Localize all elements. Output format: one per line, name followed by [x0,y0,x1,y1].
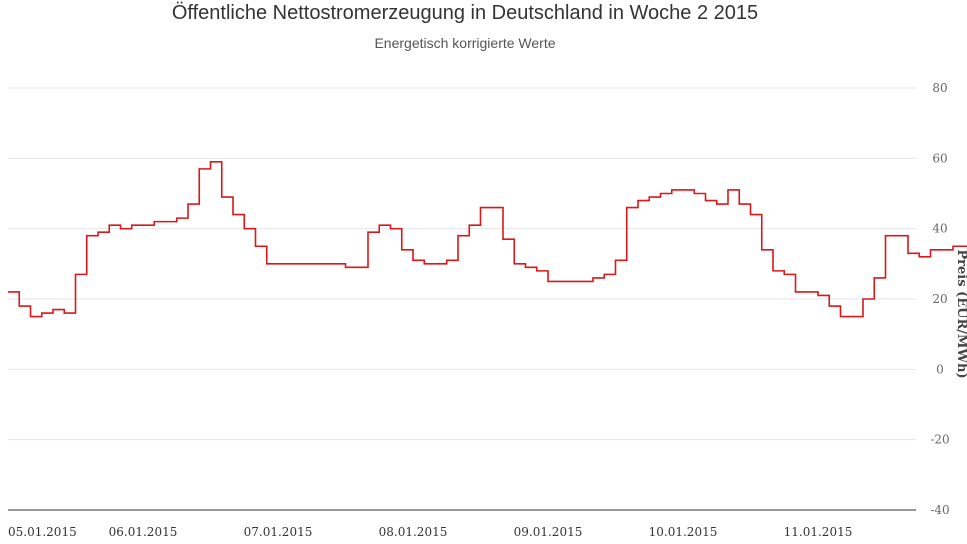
x-tick-label: 06.01.2015 [109,525,178,539]
y-tick-label: -40 [930,503,949,517]
y-tick-label: 20 [932,292,947,306]
series-line [8,161,967,318]
series-group [8,161,967,318]
y-axis-label: Preis (EUR/MWh) [954,249,967,378]
x-tick-label: 07.01.2015 [244,525,313,539]
x-tick-label: 10.01.2015 [649,525,718,539]
y-tick-label: 60 [932,151,947,165]
gridlines [8,87,916,441]
y-tick-label: 80 [932,81,947,95]
y-axis-ticks: 80 60 40 20 0 -20 -40 [930,81,949,517]
x-tick-label: 11.01.2015 [784,525,853,539]
y-tick-label: 0 [936,362,944,376]
x-axis-ticks: 05.01.2015 06.01.2015 07.01.2015 08.01.2015… [8,525,852,539]
x-tick-label: 09.01.2015 [514,525,583,539]
x-tick-label: 08.01.2015 [379,525,448,539]
y-tick-label: -20 [930,433,949,447]
chart-subtitle: Energetisch korrigierte Werte [374,35,556,51]
chart-title: Öffentliche Nettostromerzeugung in Deuts… [171,2,759,24]
x-tick-label: 05.01.2015 [8,525,77,539]
y-tick-label: 40 [932,222,947,236]
